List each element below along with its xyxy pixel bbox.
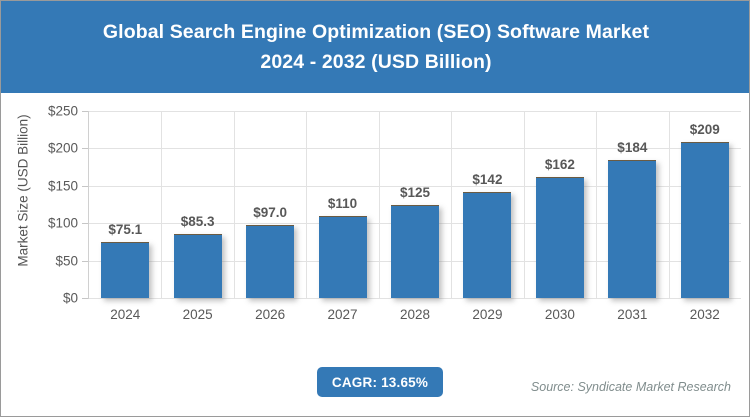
gridline bbox=[161, 111, 162, 298]
bar[interactable] bbox=[463, 191, 512, 298]
gridline bbox=[379, 111, 380, 298]
bar[interactable] bbox=[101, 241, 150, 298]
bar-group[interactable]: $209 bbox=[669, 111, 741, 298]
bar-value-label: $162 bbox=[544, 156, 575, 172]
gridline bbox=[306, 111, 307, 298]
y-tick-label: $200 bbox=[47, 140, 78, 156]
bar[interactable] bbox=[318, 215, 367, 298]
bar-group[interactable]: $85.3 bbox=[161, 111, 233, 298]
bar-group[interactable]: $110 bbox=[306, 111, 378, 298]
bar-value-label: $75.1 bbox=[108, 221, 143, 237]
chart-header-banner: Global Search Engine Optimization (SEO) … bbox=[1, 1, 749, 93]
chart-plot-wrapper: Market Size (USD Billion) $0 $50 $100 $150 $… bbox=[1, 93, 749, 416]
gridline bbox=[89, 111, 741, 112]
bar-value-label: $184 bbox=[617, 140, 648, 156]
y-tick-label: $0 bbox=[62, 290, 78, 306]
bar-group[interactable]: $75.1 bbox=[89, 111, 161, 298]
y-tick-label: $150 bbox=[47, 178, 78, 194]
gridline bbox=[451, 111, 452, 298]
x-tick-label: 2030 bbox=[544, 307, 575, 322]
chart-title-line-2: 2024 - 2032 (USD Billion) bbox=[260, 51, 492, 73]
x-tick-label: 2031 bbox=[617, 307, 648, 322]
bar[interactable] bbox=[246, 225, 295, 298]
plot-area: $0 $50 $100 $150 $200 $250 $75.1 $85.3 $97.0 $11… bbox=[48, 104, 741, 322]
bar-value-label: $85.3 bbox=[180, 214, 215, 230]
y-tick-mark bbox=[82, 223, 88, 225]
bar-group[interactable]: $184 bbox=[596, 111, 668, 298]
y-tick-mark bbox=[82, 111, 88, 112]
gridline bbox=[596, 111, 597, 298]
bar-value-label: $125 bbox=[399, 184, 431, 200]
chart-title-line-1: Global Search Engine Optimization (SEO) … bbox=[102, 21, 650, 43]
y-tick-mark bbox=[82, 260, 88, 262]
gridline bbox=[234, 111, 235, 298]
x-tick-label: 2024 bbox=[110, 307, 141, 322]
bar[interactable] bbox=[608, 160, 657, 298]
y-tick-mark bbox=[82, 185, 88, 187]
y-tick-label: $100 bbox=[47, 215, 78, 231]
x-tick-label: 2028 bbox=[399, 307, 431, 322]
gridline bbox=[89, 298, 741, 299]
x-tick-label: 2027 bbox=[327, 307, 358, 322]
source-note: Source: Syndicate Market Research bbox=[530, 380, 731, 394]
bar-group[interactable]: $142 bbox=[451, 111, 523, 298]
gridline bbox=[669, 111, 670, 298]
gridline bbox=[89, 148, 741, 150]
bar-value-label: $97.0 bbox=[253, 205, 287, 221]
bar[interactable] bbox=[535, 176, 584, 298]
y-tick-label: $50 bbox=[55, 253, 78, 269]
x-tick-label: 2032 bbox=[689, 307, 720, 322]
bar-group[interactable]: $162 bbox=[524, 111, 596, 298]
bar[interactable] bbox=[390, 204, 439, 298]
cagr-badge: CAGR: 13.65% bbox=[317, 367, 443, 397]
bar-group[interactable]: $125 bbox=[379, 111, 451, 298]
bar-group[interactable]: $97.0 bbox=[234, 111, 306, 298]
bar-value-label: $142 bbox=[472, 171, 503, 187]
bar-value-label: $209 bbox=[689, 121, 720, 137]
bar[interactable] bbox=[680, 141, 729, 298]
y-axis-line bbox=[88, 111, 89, 299]
gridline bbox=[89, 185, 741, 187]
x-tick-label: 2025 bbox=[182, 307, 213, 322]
bar-value-label: $110 bbox=[327, 195, 358, 211]
y-tick-label: $250 bbox=[47, 103, 78, 119]
bar[interactable] bbox=[173, 234, 222, 298]
y-axis-title: Market Size (USD Billion) bbox=[15, 114, 31, 267]
x-tick-label: 2029 bbox=[472, 307, 503, 322]
y-tick-mark bbox=[82, 298, 88, 299]
gridline bbox=[524, 111, 525, 298]
x-tick-label: 2026 bbox=[255, 307, 286, 322]
y-tick-mark bbox=[82, 148, 88, 150]
